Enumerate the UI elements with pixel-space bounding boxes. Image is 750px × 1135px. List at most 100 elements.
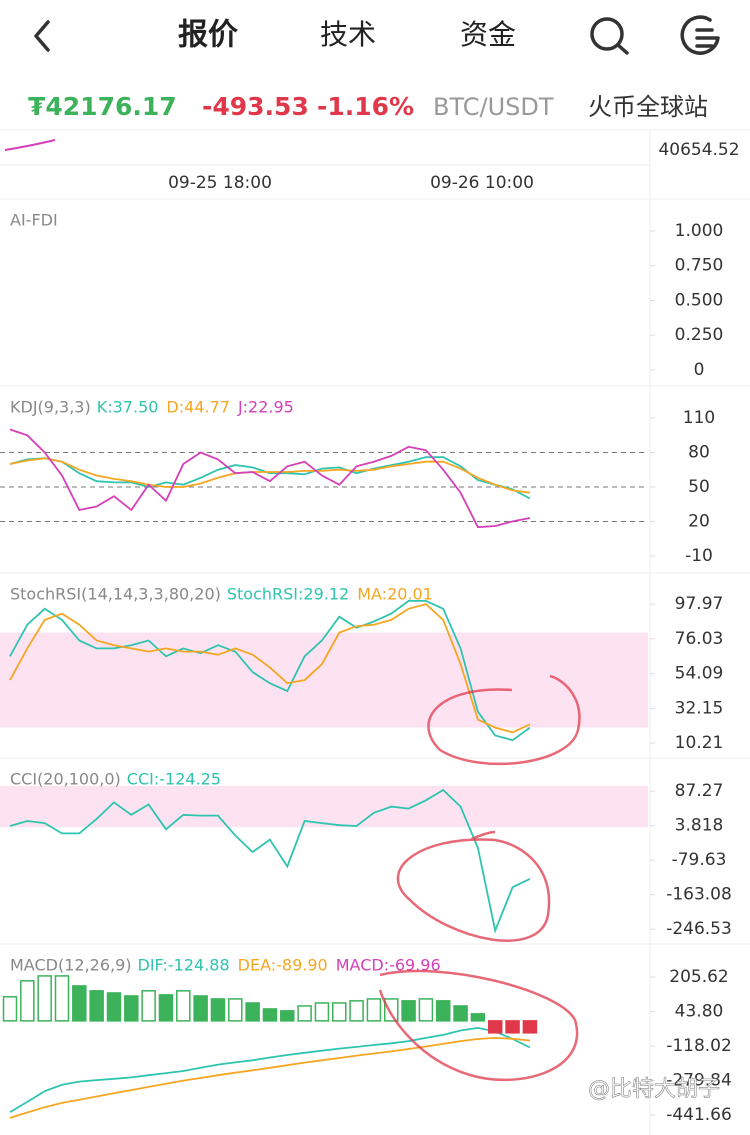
indicator-line	[9, 1026, 531, 1113]
y-tick-label: 3.818	[675, 816, 724, 836]
y-tick-label: -279.84	[666, 1071, 732, 1091]
tab-technical[interactable]: 技术	[320, 18, 376, 51]
main-line-stub	[4, 139, 56, 151]
histogram-bar	[384, 998, 399, 1022]
y-tick-label: 50	[688, 477, 710, 497]
histogram-bar	[297, 1005, 312, 1022]
histogram-bar	[54, 975, 70, 1022]
histogram-bar	[20, 980, 35, 1022]
legend-entry: DIF:-124.88	[138, 956, 230, 975]
price-axis-label: 40654.52	[658, 140, 739, 160]
y-tick-label: 205.62	[669, 967, 728, 987]
indicator-line	[9, 457, 531, 494]
histogram-bar	[2, 996, 18, 1022]
change: -493.53	[202, 92, 309, 121]
price: ₮42176.17	[28, 92, 177, 121]
histogram-bar	[314, 1002, 330, 1022]
y-tick-label: 32.15	[675, 698, 724, 718]
histogram-bar	[106, 992, 122, 1022]
y-tick-label: 87.27	[675, 781, 724, 801]
y-tick-label: -441.66	[666, 1105, 732, 1125]
y-tick-label: 80	[688, 442, 710, 462]
legend-entry: DEA:-89.90	[238, 956, 328, 975]
percent: -1.16%	[317, 92, 414, 121]
histogram-bar	[453, 1005, 468, 1022]
histogram-bar	[141, 990, 156, 1022]
search-button[interactable]	[590, 17, 629, 55]
histogram-bar	[487, 1020, 503, 1034]
panel-title: MACD(12,26,9)	[10, 956, 132, 975]
legend-entry: J:22.95	[237, 398, 294, 417]
histogram-bar	[366, 998, 382, 1022]
indicator-line	[9, 603, 531, 734]
y-tick-label: 20	[688, 511, 710, 531]
y-tick-label: -10	[685, 546, 713, 566]
time-label: 09-25 18:00	[168, 173, 272, 193]
legend-entry: CCI:-124.25	[127, 770, 221, 789]
y-tick-label: 0	[694, 360, 705, 380]
y-tick-label: 43.80	[675, 1002, 724, 1022]
indicator-line	[9, 1036, 530, 1119]
y-tick-label: 10.21	[675, 733, 724, 753]
y-tick-label: -79.63	[672, 850, 727, 870]
histogram-bar	[228, 998, 243, 1022]
watermark-text: @比特大胡子	[588, 1077, 720, 1102]
y-tick-label: 0.250	[675, 325, 724, 345]
y-tick-label: 110	[683, 408, 715, 428]
y-tick-label: -118.02	[666, 1036, 732, 1056]
histogram-bar	[193, 995, 208, 1022]
indicator-line	[9, 788, 531, 934]
histogram-bar	[158, 994, 174, 1022]
panel-title: StochRSI(14,14,3,3,80,20)	[10, 585, 221, 604]
tab-funds[interactable]: 资金	[460, 18, 516, 51]
indicator-line	[9, 600, 531, 742]
menu-button[interactable]	[680, 15, 720, 55]
indicator-line	[9, 456, 531, 500]
band	[0, 785, 648, 828]
histogram-bar	[436, 1000, 451, 1022]
y-tick-label: 76.03	[675, 629, 724, 649]
histogram-bar	[210, 998, 226, 1022]
watermark: @比特大胡子	[562, 1077, 720, 1102]
histogram-bar	[522, 1020, 538, 1034]
histogram-bar	[332, 1002, 347, 1022]
indicator-line	[9, 428, 531, 529]
histogram-bar	[280, 1010, 295, 1022]
exchange: 火币全球站	[588, 93, 708, 121]
legend-entry: StochRSI:29.12	[227, 585, 349, 604]
legend-entry: MA:20.01	[357, 585, 433, 604]
histogram-bar	[72, 985, 87, 1022]
histogram-bar	[245, 1002, 260, 1022]
histogram-bar	[349, 1000, 364, 1022]
y-tick-label: 97.97	[675, 594, 724, 614]
y-tick-label: 1.000	[675, 221, 724, 241]
histogram-bar	[89, 990, 104, 1022]
histogram-bar	[176, 990, 191, 1022]
time-label: 09-26 10:00	[430, 173, 534, 193]
panel-title: KDJ(9,3,3)	[10, 398, 91, 417]
y-tick-label: 0.750	[675, 256, 724, 276]
y-tick-label: 54.09	[675, 664, 724, 684]
histogram-bar	[401, 1000, 416, 1022]
indicator-panels: 1.000 0.750 0.500 0.250 0 AI-FDI 110 80 50 20 -10 K…	[0, 198, 750, 1125]
legend-entry: D:44.77	[166, 398, 230, 417]
histogram-bar	[124, 995, 139, 1022]
legend-entry: K:37.50	[97, 398, 159, 417]
y-tick-label: -163.08	[666, 885, 732, 905]
histogram-bar	[505, 1020, 520, 1034]
histogram-bar	[418, 998, 434, 1022]
band	[0, 632, 648, 728]
pair: BTC/USDT	[433, 93, 554, 121]
histogram-bar	[37, 975, 52, 1022]
histogram-bar	[262, 1008, 278, 1022]
panel-title: AI-FDI	[10, 211, 58, 230]
back-button[interactable]	[34, 20, 50, 52]
panel-title: CCI(20,100,0)	[10, 770, 121, 789]
tab-quote[interactable]: 报价	[178, 18, 238, 53]
y-tick-label: 0.500	[675, 290, 724, 310]
y-tick-label: -246.53	[666, 919, 732, 939]
histogram-bar	[470, 1013, 486, 1022]
legend-entry: MACD:-69.96	[336, 956, 441, 975]
